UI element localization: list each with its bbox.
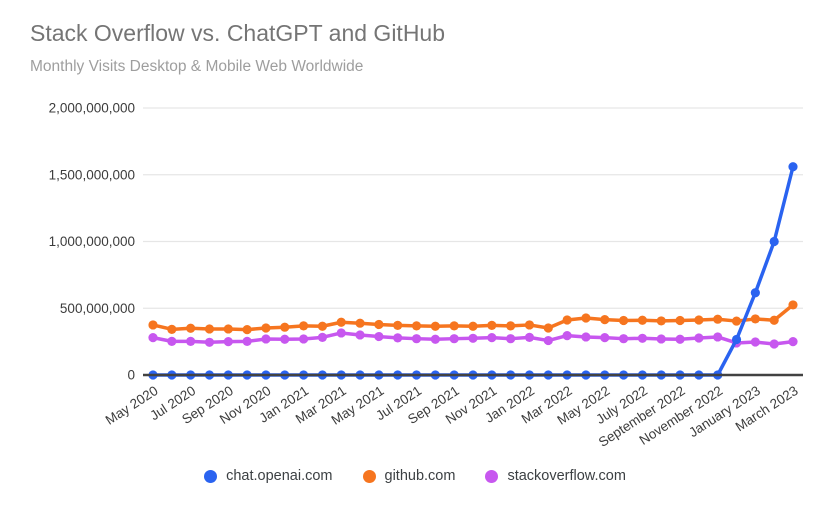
legend-item-github-com: github.com (362, 468, 456, 484)
data-point-github-com (618, 315, 629, 326)
data-point-github-com (393, 320, 403, 330)
data-point-stackoverflow-com (600, 333, 610, 343)
data-point-stackoverflow-com (468, 333, 478, 343)
data-point-stackoverflow-com (713, 332, 723, 342)
data-point-github-com (581, 313, 591, 323)
data-point-github-com (468, 321, 478, 331)
data-point-chat-openai-com (750, 288, 760, 298)
data-point-stackoverflow-com (750, 337, 760, 347)
legend-dot-icon (362, 469, 376, 483)
data-point-stackoverflow-com (769, 339, 779, 349)
data-point-stackoverflow-com (411, 334, 422, 344)
y-tick-label: 2,000,000,000 (49, 101, 135, 116)
line-chart: 0 500,000,000 1,000,000,000 1,500,000,000 2,… (49, 101, 803, 450)
data-point-stackoverflow-com (242, 336, 252, 346)
legend-label: github.com (384, 468, 456, 484)
data-point-stackoverflow-com (261, 334, 271, 344)
data-point-github-com (750, 314, 760, 324)
data-point-stackoverflow-com (355, 330, 365, 340)
data-point-github-com (487, 320, 497, 330)
data-point-stackoverflow-com (186, 336, 196, 346)
data-point-github-com (280, 322, 290, 332)
data-point-github-com (355, 318, 365, 328)
data-point-stackoverflow-com (167, 336, 177, 346)
data-point-github-com (637, 315, 648, 325)
data-point-stackoverflow-com (430, 334, 440, 344)
data-point-github-com (449, 321, 459, 331)
data-point-stackoverflow-com (393, 333, 403, 343)
data-point-github-com (167, 324, 177, 334)
data-point-stackoverflow-com (374, 331, 384, 342)
legend-label: stackoverflow.com (507, 468, 626, 484)
data-point-stackoverflow-com (524, 332, 535, 342)
y-axis-labels: 0 500,000,000 1,000,000,000 1,500,000,000 2,… (49, 101, 135, 383)
data-point-github-com (336, 317, 346, 327)
data-point-stackoverflow-com (618, 334, 629, 344)
data-point-github-com (411, 321, 422, 331)
data-point-github-com (374, 319, 384, 330)
data-point-stackoverflow-com (223, 337, 233, 347)
data-point-github-com (506, 321, 516, 331)
data-point-github-com (298, 321, 309, 331)
data-point-github-com (524, 320, 535, 330)
data-point-stackoverflow-com (694, 333, 704, 343)
data-point-chat-openai-com (731, 334, 742, 345)
y-tick-label: 1,500,000,000 (49, 167, 135, 182)
data-point-github-com (562, 315, 572, 325)
data-point-stackoverflow-com (204, 337, 215, 347)
y-tick-label: 1,000,000,000 (49, 234, 135, 249)
data-point-github-com (713, 314, 723, 324)
legend-item-chat-openai-com: chat.openai.com (204, 468, 333, 484)
data-point-github-com (242, 325, 252, 335)
data-point-stackoverflow-com (506, 334, 516, 344)
data-point-github-com (317, 321, 328, 331)
data-point-stackoverflow-com (280, 334, 290, 344)
data-point-stackoverflow-com (675, 334, 685, 344)
y-tick-label: 500,000,000 (60, 301, 135, 316)
data-point-stackoverflow-com (336, 328, 346, 338)
legend-item-stackoverflow-com: stackoverflow.com (485, 468, 626, 484)
data-point-github-com (204, 324, 215, 334)
data-point-github-com (186, 323, 196, 333)
legend-dot-icon (485, 469, 499, 483)
data-point-github-com (261, 323, 271, 333)
data-point-stackoverflow-com (788, 337, 798, 347)
data-point-github-com (731, 316, 742, 326)
legend-label: chat.openai.com (226, 468, 333, 484)
data-point-github-com (600, 314, 610, 325)
data-point-stackoverflow-com (637, 333, 648, 343)
x-tick-label: May 2020 (103, 383, 161, 428)
data-point-stackoverflow-com (449, 334, 459, 344)
data-point-github-com (543, 323, 553, 333)
chart-legend: chat.openai.com github.com stackoverflow.c… (0, 468, 830, 484)
data-point-github-com (656, 316, 666, 326)
series-stackoverflow-com (148, 328, 798, 349)
data-point-stackoverflow-com (656, 334, 666, 344)
data-point-github-com (675, 315, 685, 326)
chart-title: Stack Overflow vs. ChatGPT and GitHub (30, 20, 446, 46)
data-point-github-com (788, 300, 798, 310)
data-point-stackoverflow-com (581, 332, 591, 342)
data-point-chat-openai-com (769, 236, 779, 247)
data-point-stackoverflow-com (317, 332, 328, 342)
data-point-github-com (694, 315, 704, 325)
data-point-github-com (223, 324, 233, 334)
series-chat-openai-com (148, 162, 798, 380)
series-github-com (148, 300, 798, 335)
data-point-stackoverflow-com (487, 333, 497, 343)
gridlines (143, 107, 803, 309)
y-tick-label: 0 (127, 368, 135, 383)
data-point-stackoverflow-com (543, 335, 553, 346)
data-point-github-com (769, 315, 779, 325)
data-point-stackoverflow-com (298, 334, 309, 344)
legend-dot-icon (204, 469, 218, 483)
chart-subtitle: Monthly Visits Desktop & Mobile Web Worl… (30, 58, 364, 75)
data-point-chat-openai-com (788, 162, 798, 172)
data-point-github-com (430, 321, 440, 331)
data-point-stackoverflow-com (148, 333, 158, 343)
data-point-stackoverflow-com (562, 331, 572, 341)
data-point-github-com (148, 320, 158, 330)
